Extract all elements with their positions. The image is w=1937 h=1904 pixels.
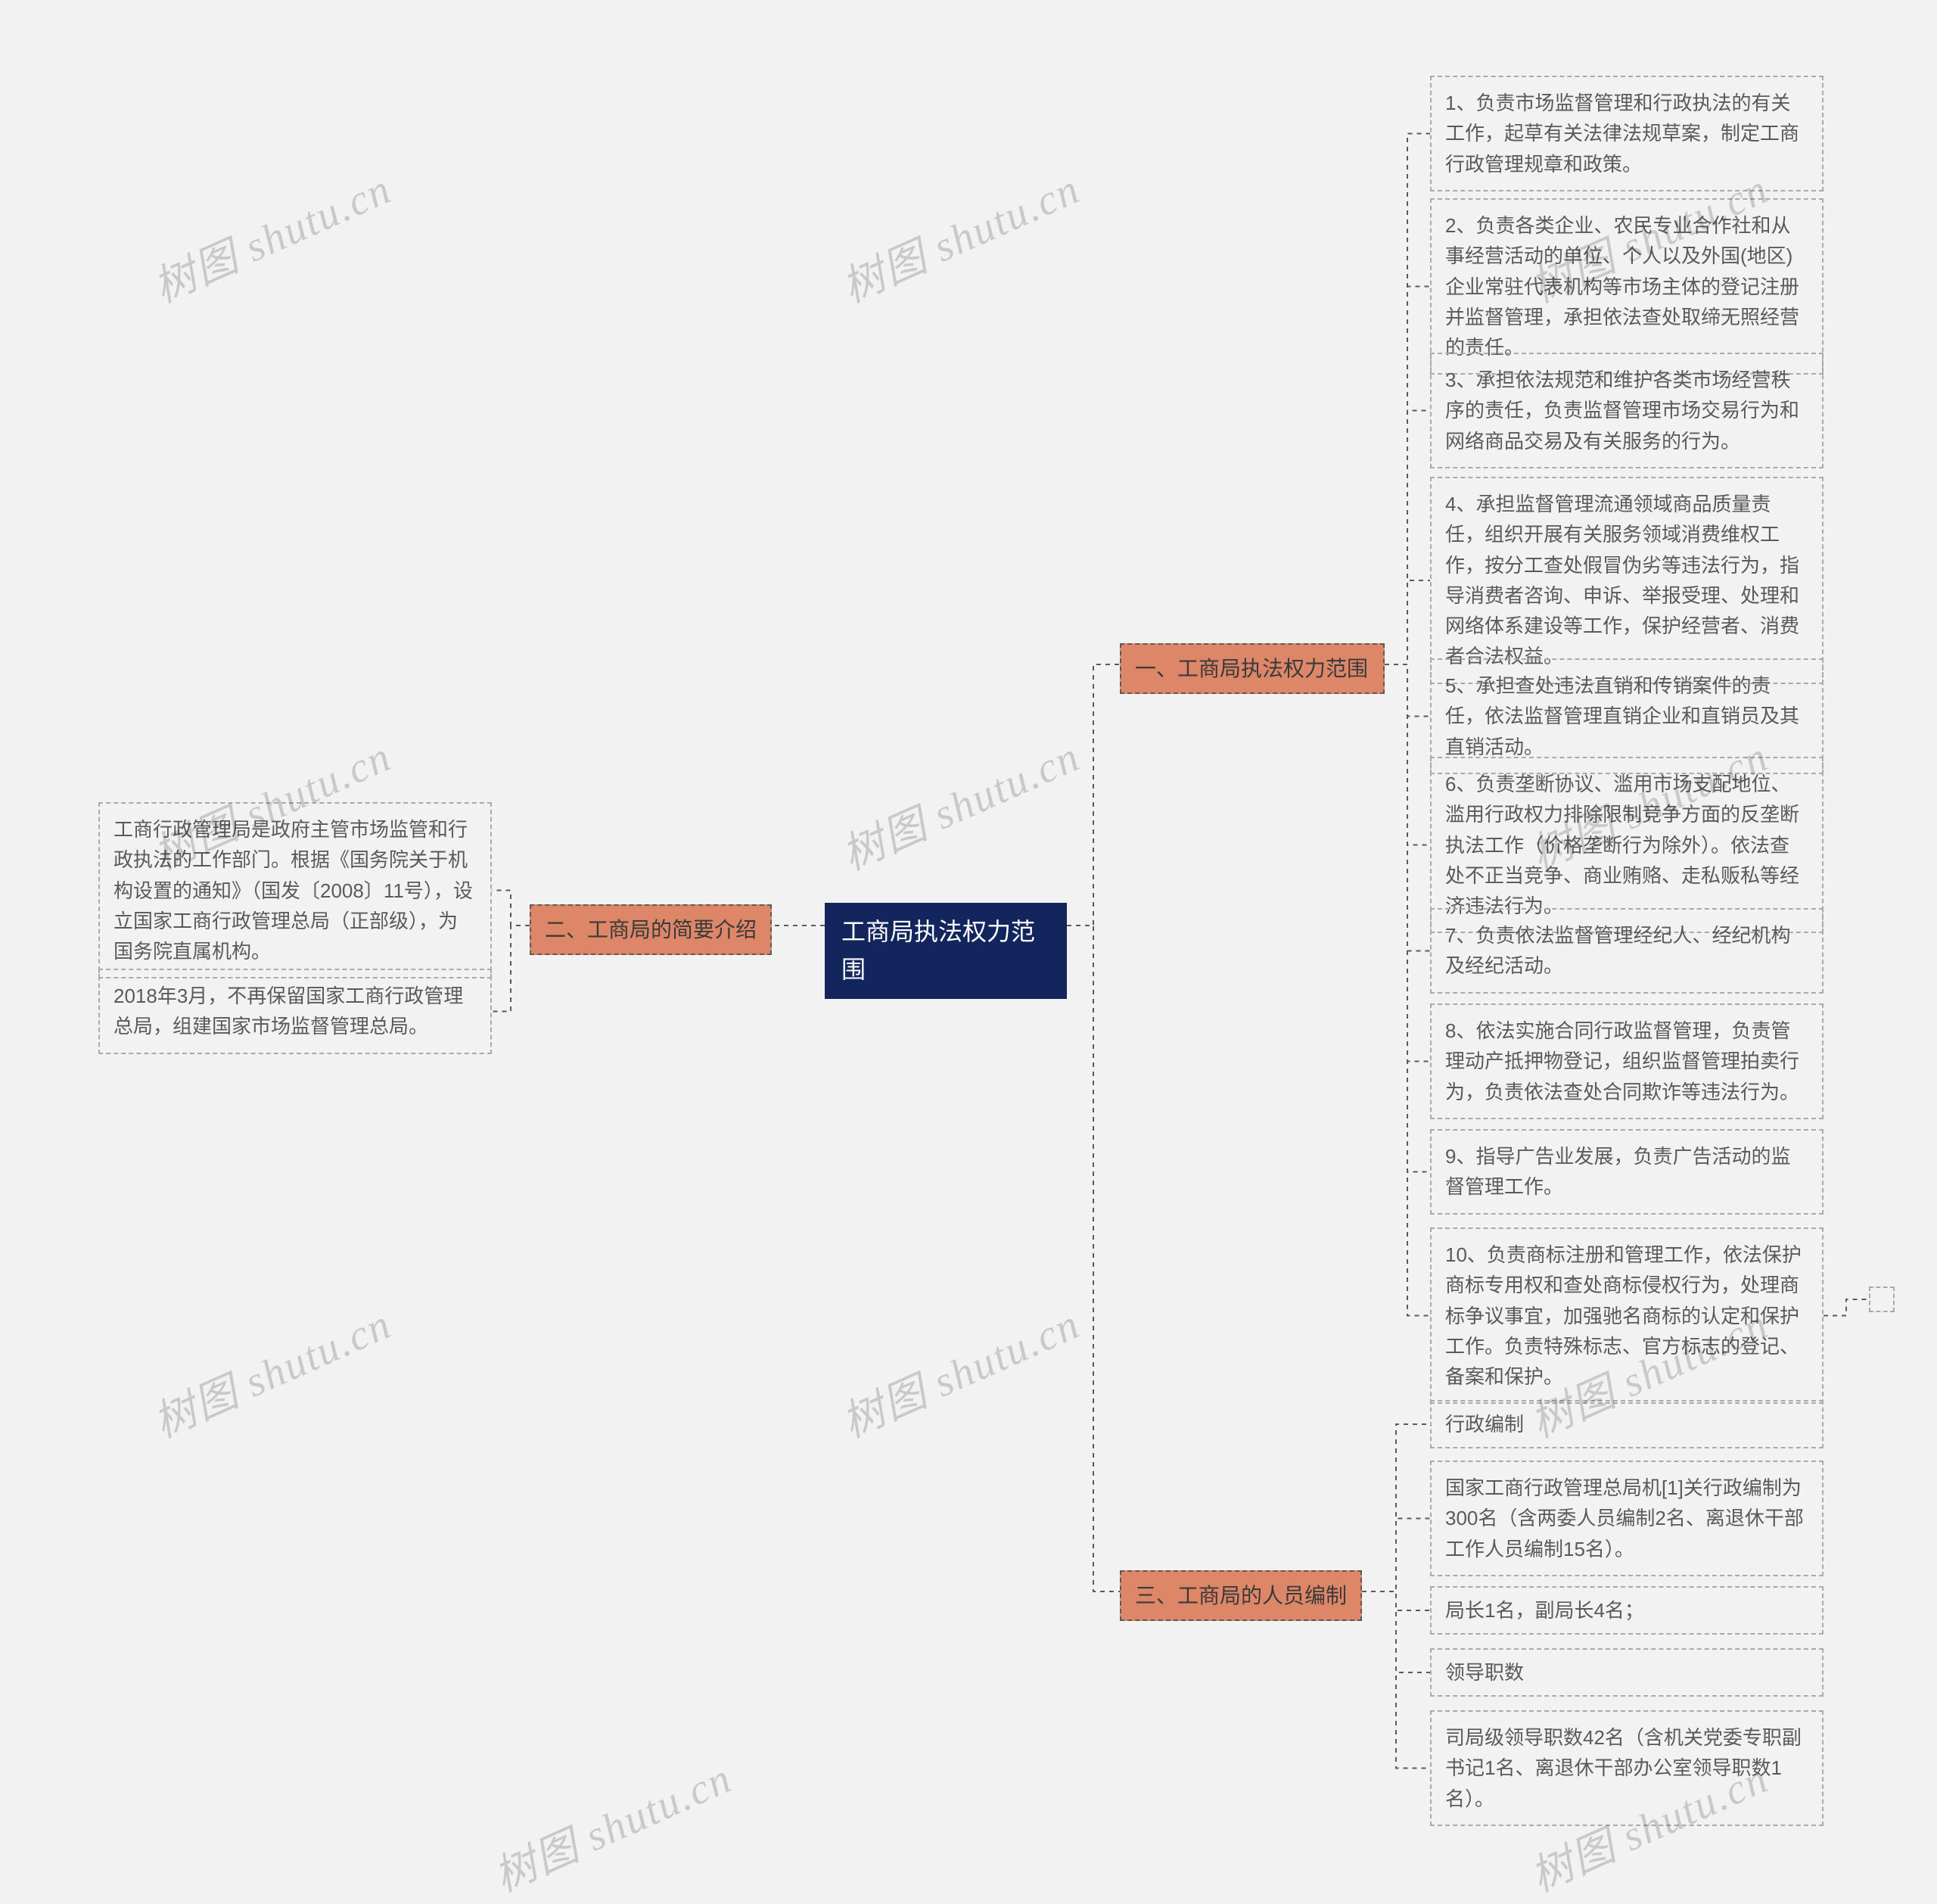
leaf-node[interactable]: 2018年3月，不再保留国家工商行政管理总局，组建国家市场监督管理总局。 xyxy=(98,969,492,1054)
leaf-node[interactable]: 4、承担监督管理流通领域商品质量责任，组织开展有关服务领域消费维权工作，按分工查… xyxy=(1430,477,1824,684)
leaf-node[interactable]: 1、负责市场监督管理和行政执法的有关工作，起草有关法律法规草案，制定工商行政管理… xyxy=(1430,76,1824,191)
watermark: 树图 shutu.cn xyxy=(831,1290,1088,1450)
watermark: 树图 shutu.cn xyxy=(483,1744,740,1904)
branch-scope[interactable]: 一、工商局执法权力范围 xyxy=(1120,643,1385,694)
leaf-node[interactable]: 局长1名，副局长4名； xyxy=(1430,1586,1824,1635)
leaf-node[interactable]: 行政编制 xyxy=(1430,1400,1824,1448)
leaf-node[interactable]: 9、指导广告业发展，负责广告活动的监督管理工作。 xyxy=(1430,1129,1824,1215)
watermark: 树图 shutu.cn xyxy=(831,155,1088,315)
leaf-node[interactable]: 司局级领导职数42名（含机关党委专职副书记1名、离退休干部办公室领导职数1名）。 xyxy=(1430,1710,1824,1826)
leaf-node[interactable]: 6、负责垄断协议、滥用市场支配地位、滥用行政权力排除限制竞争方面的反垄断执法工作… xyxy=(1430,757,1824,933)
leaf-node[interactable]: 国家工商行政管理总局机[1]关行政编制为300名（含两委人员编制2名、离退休干部… xyxy=(1430,1461,1824,1576)
leaf-node[interactable]: 工商行政管理局是政府主管市场监管和行政执法的工作部门。根据《国务院关于机构设置的… xyxy=(98,802,492,978)
leaf-node[interactable]: 3、承担依法规范和维护各类市场经营秩序的责任，负责监督管理市场交易行为和网络商品… xyxy=(1430,353,1824,468)
watermark: 树图 shutu.cn xyxy=(831,723,1088,882)
leaf-node[interactable]: 2、负责各类企业、农民专业合作社和从事经营活动的单位、个人以及外国(地区)企业常… xyxy=(1430,198,1824,375)
leaf-node[interactable]: 10、负责商标注册和管理工作，依法保护商标专用权和查处商标侵权行为，处理商标争议… xyxy=(1430,1227,1824,1404)
mindmap-canvas: 工商局执法权力范围 一、工商局执法权力范围 二、工商局的简要介绍 三、工商局的人… xyxy=(0,0,1937,1903)
watermark: 树图 shutu.cn xyxy=(142,155,400,315)
root-node[interactable]: 工商局执法权力范围 xyxy=(825,903,1067,999)
branch-intro[interactable]: 二、工商局的简要介绍 xyxy=(530,904,772,955)
leaf-node[interactable]: 领导职数 xyxy=(1430,1648,1824,1697)
leaf-node[interactable]: 8、依法实施合同行政监督管理，负责管理动产抵押物登记，组织监督管理拍卖行为，负责… xyxy=(1430,1003,1824,1119)
empty-leaf[interactable] xyxy=(1869,1286,1895,1312)
watermark: 树图 shutu.cn xyxy=(142,1290,400,1450)
leaf-node[interactable]: 7、负责依法监督管理经纪人、经纪机构及经纪活动。 xyxy=(1430,908,1824,994)
branch-staffing[interactable]: 三、工商局的人员编制 xyxy=(1120,1570,1362,1621)
